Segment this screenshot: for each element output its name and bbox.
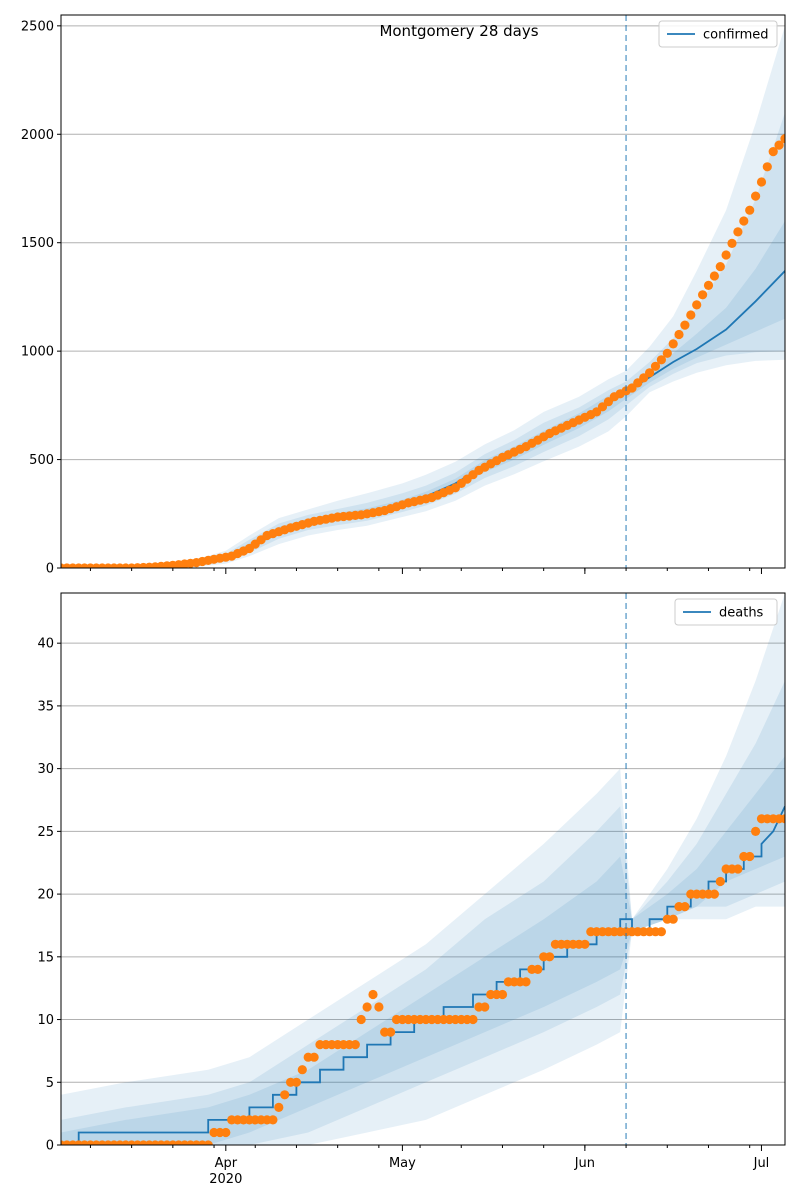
observed-point (356, 1014, 366, 1025)
observed-point (686, 310, 696, 320)
interval-band-2 (61, 680, 785, 1145)
observed-point (768, 147, 778, 157)
y-tick-label: 20 (37, 888, 54, 903)
observed-point (656, 355, 667, 365)
observed-point (497, 989, 508, 1000)
observed-point (533, 964, 543, 975)
observed-point (221, 1127, 231, 1138)
legend-box (674, 598, 778, 626)
observed-point (733, 864, 743, 874)
y-tick-label: 0 (46, 562, 54, 577)
y-tick-label: 35 (37, 699, 54, 714)
observed-point (362, 1002, 372, 1012)
observed-point (350, 1040, 360, 1050)
deaths-panel: 0 5 10 15 20 25 30 35 40 Apr May Jun Jul 2020 deaths (37, 592, 786, 1187)
observed-point (268, 1115, 278, 1125)
y-tick-label: 5 (46, 1076, 54, 1091)
observed-point (645, 368, 655, 378)
observed-point (650, 361, 661, 371)
observed-point (709, 271, 720, 281)
observed-point (668, 914, 678, 924)
observed-point (703, 280, 714, 290)
plot-area (61, 25, 785, 568)
observed-point (774, 140, 784, 150)
observed-point (674, 329, 684, 340)
x-tick-label: Jun (574, 1156, 595, 1171)
observed-point (680, 320, 690, 330)
plot-frame (60, 592, 786, 1146)
y-tick-label: 15 (37, 950, 54, 965)
observed-point (521, 977, 531, 987)
observed-point (368, 989, 378, 1000)
observed-point (280, 1090, 290, 1100)
observed-point (545, 952, 555, 962)
plot-frame (60, 14, 786, 569)
observed-point (297, 1065, 307, 1075)
chart-title: Montgomery 28 days (379, 22, 538, 40)
x-tick-year-label: 2020 (209, 1172, 242, 1187)
observed-point (762, 162, 772, 172)
observed-point (745, 205, 755, 215)
plot-area (61, 593, 785, 1145)
legend-box (658, 20, 778, 48)
interval-band-1 (61, 25, 785, 568)
observed-point (203, 1140, 213, 1145)
observed-point (739, 216, 749, 226)
observed-point (709, 889, 720, 899)
observed-point (756, 177, 767, 187)
observed-point (274, 1102, 284, 1112)
x-tick-label: Jul (753, 1156, 770, 1171)
legend-label: deaths (719, 606, 764, 621)
observed-point (780, 814, 785, 824)
y-tick-label: 1500 (21, 236, 54, 251)
observed-point (662, 348, 672, 358)
observed-point (468, 1014, 478, 1025)
legend-label: confirmed (703, 28, 769, 43)
x-tick-label: Apr (215, 1156, 238, 1171)
observed-point (480, 1002, 490, 1012)
y-tick-label: 2000 (21, 128, 54, 143)
observed-point (680, 902, 690, 912)
observed-point (733, 227, 743, 237)
observed-point (692, 300, 702, 310)
observed-point (580, 939, 590, 949)
y-tick-label: 0 (46, 1139, 54, 1154)
y-tick-label: 30 (37, 762, 54, 777)
observed-point (291, 1077, 301, 1087)
observed-point (780, 134, 785, 144)
observed-point (374, 1002, 384, 1012)
observed-point (715, 262, 725, 272)
observed-point (721, 250, 731, 260)
observed-point (668, 339, 678, 349)
observed-point (698, 290, 708, 300)
observed-point (745, 851, 755, 862)
observed-point (751, 191, 761, 201)
observed-point (309, 1052, 319, 1062)
y-tick-label: 500 (29, 453, 54, 468)
y-tick-label: 10 (37, 1013, 54, 1028)
observed-point (656, 927, 667, 937)
y-tick-label: 1000 (21, 345, 54, 360)
y-tick-label: 25 (37, 825, 54, 840)
observed-point (386, 1027, 396, 1037)
observed-point (715, 876, 725, 887)
confirmed-panel: 0 500 1000 1500 2000 2500 Montgomery 28 days co… (21, 14, 786, 577)
interval-band-1 (61, 593, 785, 1145)
x-tick-label: May (389, 1156, 416, 1171)
observed-point (727, 238, 737, 248)
observed-point (751, 826, 761, 837)
y-tick-label: 40 (37, 637, 54, 652)
y-tick-label: 2500 (21, 19, 54, 34)
interval-band-3 (61, 221, 785, 568)
